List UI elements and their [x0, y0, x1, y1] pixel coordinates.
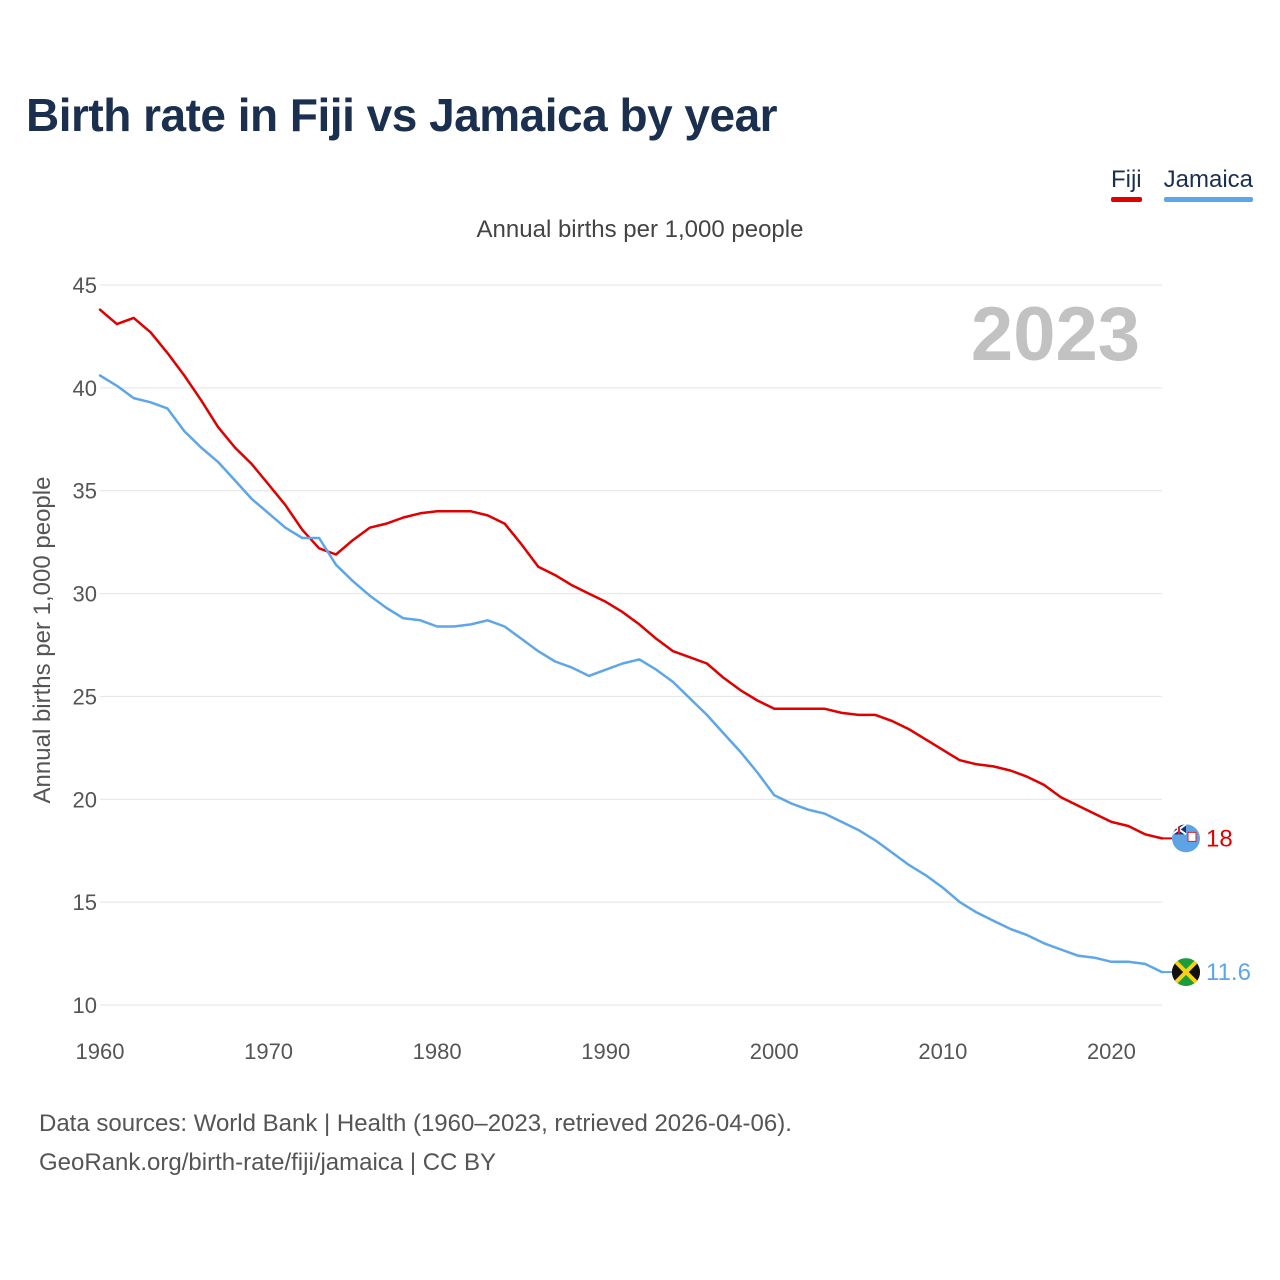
x-tick-label-2010: 2010: [918, 1039, 967, 1064]
y-tick-label-25: 25: [73, 684, 97, 709]
y-tick-label-20: 20: [73, 787, 97, 812]
y-tick-label-45: 45: [73, 273, 97, 298]
x-tick-label-2000: 2000: [750, 1039, 799, 1064]
legend-label-jamaica: Jamaica: [1163, 166, 1253, 193]
grid-lines: [100, 284, 1162, 1006]
y-tick-label-10: 10: [73, 993, 97, 1018]
legend-swatch-fiji: [1110, 197, 1142, 202]
legend-item-fiji[interactable]: Fiji: [1110, 166, 1142, 202]
x-tick-label-1960: 1960: [76, 1039, 125, 1064]
x-tick-label-1990: 1990: [581, 1039, 630, 1064]
y-tick-label-40: 40: [73, 376, 97, 401]
y-axis-ticks: 10 15 20 25 30 35 40 45: [73, 273, 97, 1018]
y-tick-label-35: 35: [73, 479, 97, 504]
year-watermark: 2023: [971, 292, 1140, 377]
legend: Fiji Jamaica: [1110, 166, 1253, 202]
fiji-flag-icon: [1172, 824, 1200, 853]
legend-label-fiji: Fiji: [1110, 166, 1142, 193]
legend-item-jamaica[interactable]: Jamaica: [1163, 166, 1253, 202]
y-tick-label-30: 30: [73, 582, 97, 607]
y-axis-label: Annual births per 1,000 people: [29, 477, 56, 804]
y-tick-label-15: 15: [73, 890, 97, 915]
credit-link[interactable]: GeoRank.org/birth-rate/fiji/jamaica | CC…: [39, 1149, 497, 1176]
jamaica-flag-icon: [1172, 958, 1200, 987]
x-tick-label-2020: 2020: [1087, 1039, 1136, 1064]
chart-title: Birth rate in Fiji vs Jamaica by year: [26, 89, 778, 141]
x-axis-ticks: 1960 1970 1980 1990 2000 2010 2020: [76, 1039, 1136, 1064]
series-lines: [98, 308, 1172, 974]
fiji-end-label: 18: [1206, 825, 1233, 852]
jamaica-end-label: 11.6: [1206, 959, 1251, 986]
series-line-jamaica[interactable]: [98, 374, 1164, 974]
x-tick-label-1980: 1980: [413, 1039, 462, 1064]
footer: Data sources: World Bank | Health (1960–…: [39, 1104, 792, 1182]
x-tick-label-1970: 1970: [244, 1039, 293, 1064]
data-source-note: Data sources: World Bank | Health (1960–…: [39, 1110, 792, 1137]
legend-swatch-jamaica: [1163, 197, 1253, 202]
chart-subtitle: Annual births per 1,000 people: [476, 216, 804, 243]
series-line-fiji[interactable]: [98, 308, 1164, 840]
